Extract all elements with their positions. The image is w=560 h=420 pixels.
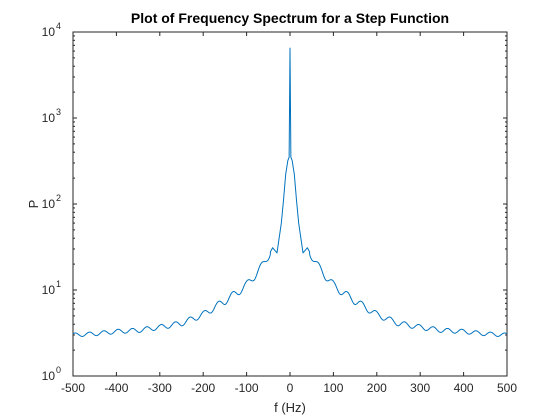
x-axis-label: f (Hz) [274,400,306,415]
x-tick-label: -300 [148,381,172,395]
y-tick-label: 10 [42,283,56,297]
x-tick-label: 200 [367,381,387,395]
x-tick-label: 500 [497,381,517,395]
x-axis-ticks: -500 -400 -300 -200 -100 0 100 200 300 400 500 [61,32,517,395]
y-tick-label: 10 [42,197,56,211]
x-tick-label: -100 [235,381,259,395]
x-tick-label: 400 [454,381,474,395]
x-tick-label: 300 [410,381,430,395]
y-tick-exponent: 2 [56,193,61,203]
y-tick-label: 10 [42,369,56,383]
x-tick-label: 0 [287,381,294,395]
x-tick-label: -500 [61,381,85,395]
y-tick-exponent: 0 [56,365,61,375]
y-tick-exponent: 4 [56,21,61,31]
chart-title: Plot of Frequency Spectrum for a Step Fu… [131,10,449,26]
x-tick-label: -400 [104,381,128,395]
y-axis-label: P [26,200,41,209]
x-tick-label: 100 [323,381,343,395]
y-tick-exponent: 3 [56,107,61,117]
spectrum-line [72,47,508,337]
y-tick-label: 10 [42,111,56,125]
y-tick-exponent: 1 [56,279,61,289]
x-tick-label: -200 [191,381,215,395]
plot-area [72,31,508,377]
y-tick-label: 10 [42,25,56,39]
